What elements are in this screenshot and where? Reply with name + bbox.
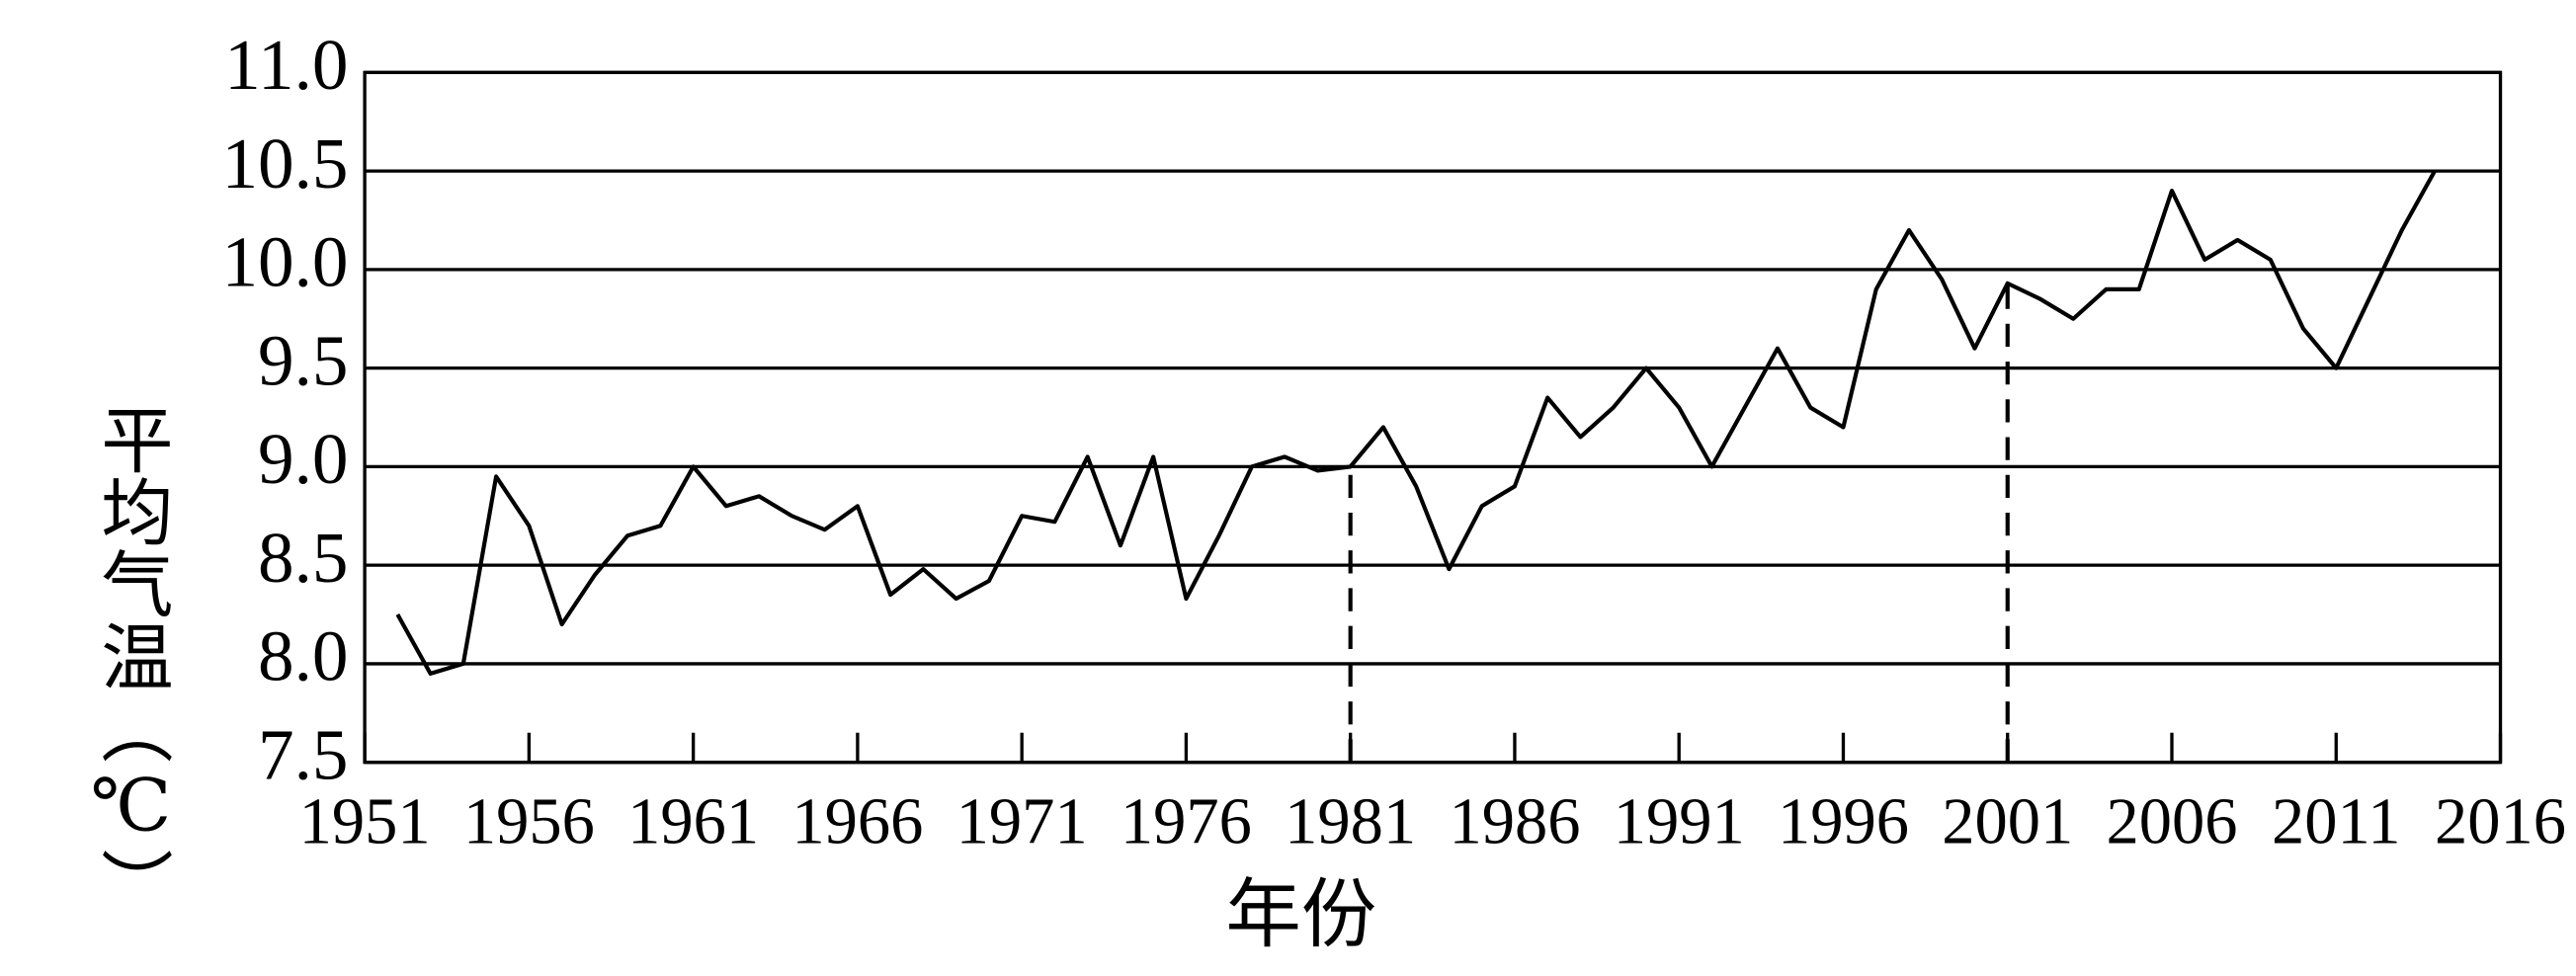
x-tick-label: 1996: [1778, 785, 1909, 857]
x-tick-label: 2001: [1942, 785, 2073, 857]
x-tick-label: 2016: [2435, 785, 2566, 857]
y-tick-label: 11.0: [224, 25, 348, 105]
x-tick-label: 1986: [1449, 785, 1580, 857]
y-tick-label: 10.5: [221, 123, 348, 203]
y-tick-label: 9.5: [258, 320, 348, 400]
x-axis-label: 年份: [1225, 873, 1376, 957]
y-tick-label: 8.5: [258, 518, 348, 598]
y-tick-label: 8.0: [258, 616, 348, 696]
x-tick-label: 2006: [2106, 785, 2237, 857]
x-tick-label: 1971: [956, 785, 1088, 857]
y-tick-label: 10.0: [221, 222, 348, 302]
plot-frame: [363, 70, 2503, 765]
x-tick-label: 1981: [1285, 785, 1416, 857]
x-tick-label: 1956: [463, 785, 595, 857]
x-tick-label: 1966: [791, 785, 923, 857]
x-tick-label: 1961: [627, 785, 759, 857]
y-tick-label: 7.5: [258, 714, 348, 794]
x-tick-label: 1991: [1614, 785, 1745, 857]
x-tick-label: 1951: [299, 785, 431, 857]
x-tick-label: 1976: [1121, 785, 1252, 857]
line-series: [395, 170, 2437, 676]
y-axis-label: 平均气温（℃）: [91, 403, 173, 921]
x-tick-label: 2011: [2272, 785, 2401, 857]
y-tick-label: 9.0: [258, 419, 348, 499]
